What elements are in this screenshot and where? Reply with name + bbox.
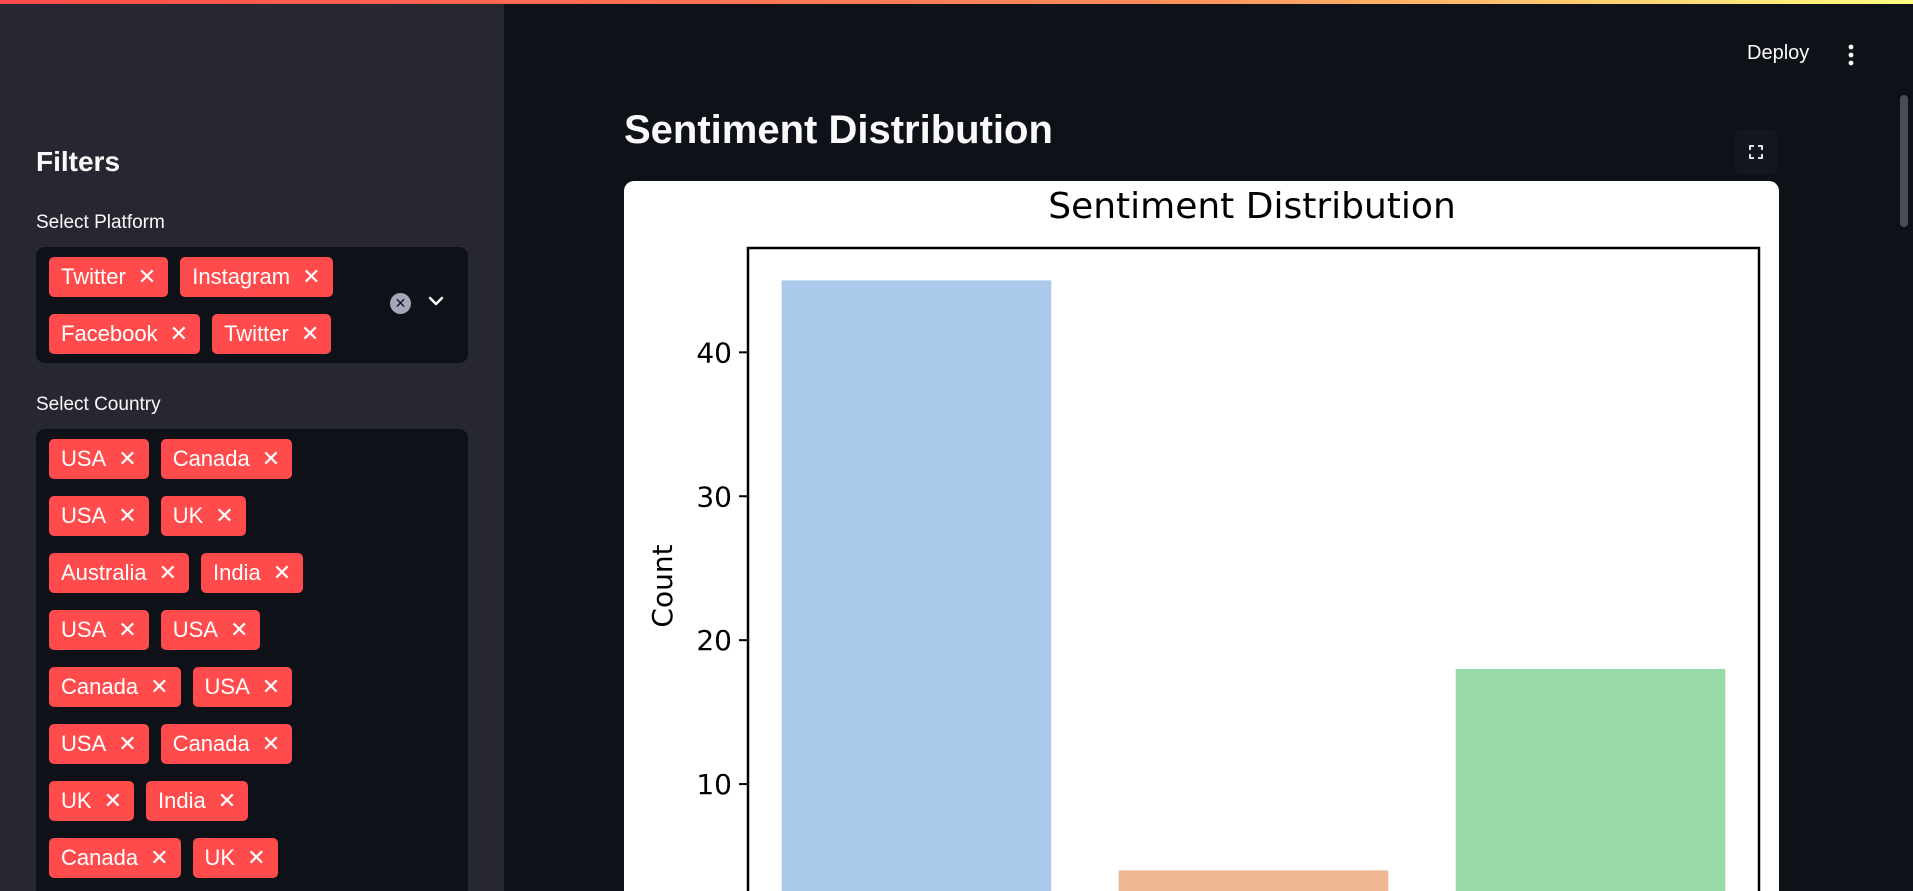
country-chip: USA ✕ — [192, 667, 293, 707]
expand-icon — [1749, 145, 1763, 159]
remove-chip-icon[interactable]: ✕ — [272, 560, 292, 585]
remove-chip-icon[interactable]: ✕ — [302, 264, 321, 289]
remove-chip-icon[interactable]: ✕ — [150, 845, 169, 870]
top-decoration-bar — [0, 0, 1913, 4]
country-chip: India ✕ — [146, 781, 249, 821]
remove-chip-icon[interactable]: ✕ — [169, 321, 189, 346]
remove-chip-icon[interactable]: ✕ — [215, 503, 234, 528]
remove-chip-icon[interactable]: ✕ — [103, 788, 122, 813]
country-chip-label: Canada — [172, 446, 250, 471]
bar-2 — [1455, 668, 1726, 891]
remove-chip-icon[interactable]: ✕ — [261, 446, 281, 471]
country-chip: USA ✕ — [49, 610, 149, 650]
platform-multiselect[interactable]: Twitter ✕ Instagram ✕ Facebook ✕ Twitter ✕ ✕ — [36, 247, 468, 363]
country-chip: UK ✕ — [49, 781, 134, 821]
country-chip: Canada ✕ — [49, 838, 181, 878]
country-chip-label: UK — [61, 788, 92, 813]
country-chip-label: India — [213, 560, 261, 585]
country-chip-label: USA — [61, 446, 107, 471]
chevron-down-icon[interactable] — [424, 289, 448, 313]
y-tick-label: 20 — [696, 624, 732, 657]
platform-chip-list: Twitter ✕ Instagram ✕ Facebook ✕ Twitter ✕ — [49, 257, 379, 354]
platform-chip-label: Twitter — [224, 321, 289, 346]
country-chip-label: India — [158, 788, 206, 813]
remove-chip-icon[interactable]: ✕ — [300, 321, 320, 346]
platform-label: Select Platform — [36, 212, 165, 233]
country-chip-label: USA — [61, 503, 107, 528]
platform-chip: Twitter ✕ — [212, 314, 332, 354]
bar-0 — [781, 280, 1052, 891]
more-vertical-icon[interactable] — [1840, 43, 1862, 67]
platform-chip-label: Instagram — [192, 264, 291, 289]
bar-1 — [1118, 870, 1389, 891]
page-title: Sentiment Distribution — [624, 108, 1053, 152]
remove-chip-icon[interactable]: ✕ — [118, 503, 137, 528]
country-chip-label: USA — [172, 617, 218, 642]
platform-chip: Facebook ✕ — [49, 314, 201, 354]
country-chip-label: Australia — [61, 560, 147, 585]
remove-chip-icon[interactable]: ✕ — [261, 674, 281, 699]
country-chip-label: Canada — [61, 845, 139, 870]
y-tick-label: 30 — [696, 480, 732, 513]
y-tick-label: 10 — [696, 768, 732, 801]
remove-chip-icon[interactable]: ✕ — [118, 446, 137, 471]
platform-chip: Twitter ✕ — [49, 257, 169, 297]
country-chip-label: USA — [61, 731, 107, 756]
country-chip: UK ✕ — [192, 838, 278, 878]
country-chip-label: UK — [172, 503, 204, 528]
country-chip-label: Canada — [61, 674, 139, 699]
remove-chip-icon[interactable]: ✕ — [118, 731, 137, 756]
remove-chip-icon[interactable]: ✕ — [118, 617, 137, 642]
country-chip: Canada ✕ — [160, 724, 293, 764]
y-tick-label: 40 — [696, 336, 732, 369]
remove-chip-icon[interactable]: ✕ — [158, 560, 178, 585]
remove-chip-icon[interactable]: ✕ — [229, 617, 249, 642]
country-chip: USA ✕ — [160, 610, 261, 650]
country-chip: Australia ✕ — [49, 553, 190, 593]
remove-chip-icon[interactable]: ✕ — [217, 788, 237, 813]
country-chip: UK ✕ — [160, 496, 246, 536]
plot-frame — [746, 246, 1761, 891]
fullscreen-button[interactable] — [1734, 130, 1778, 174]
scrollbar-thumb[interactable] — [1900, 95, 1908, 227]
chart-title: Sentiment Distribution — [1048, 186, 1456, 227]
country-chip-label: USA — [204, 674, 250, 699]
remove-chip-icon[interactable]: ✕ — [261, 731, 281, 756]
country-multiselect[interactable]: USA ✕ Canada ✕ USA ✕ UK ✕ Australia ✕ India ✕ USA ✕ US… — [36, 429, 468, 891]
country-chip-label: USA — [61, 617, 107, 642]
platform-chip-label: Twitter — [61, 264, 126, 289]
sidebar-title: Filters — [36, 146, 121, 177]
country-chip: Canada ✕ — [160, 439, 293, 479]
chart-y-axis-label: Count — [646, 544, 679, 627]
chart-card: Sentiment Distribution Count 10 20 30 40 — [624, 181, 1779, 891]
country-chip: India ✕ — [201, 553, 304, 593]
deploy-button[interactable]: Deploy — [1747, 42, 1810, 64]
platform-chip-label: Facebook — [61, 321, 158, 346]
platform-chip: Instagram ✕ — [180, 257, 333, 297]
country-chip: USA ✕ — [49, 496, 149, 536]
country-chip: Canada ✕ — [49, 667, 181, 707]
sentiment-bar-chart: Sentiment Distribution Count 10 20 30 40 — [646, 186, 1761, 891]
sidebar: Filters Select Platform Twitter ✕ Instagra… — [0, 0, 504, 891]
clear-all-icon[interactable]: ✕ — [390, 293, 411, 314]
remove-chip-icon[interactable]: ✕ — [137, 264, 157, 289]
country-chip-label: Canada — [172, 731, 250, 756]
country-chip: USA ✕ — [49, 724, 149, 764]
remove-chip-icon[interactable]: ✕ — [247, 845, 266, 870]
country-chip: USA ✕ — [49, 439, 149, 479]
country-chip-list: USA ✕ Canada ✕ USA ✕ UK ✕ Australia ✕ India ✕ USA ✕ US… — [49, 439, 379, 878]
country-label: Select Country — [36, 394, 161, 415]
country-chip-label: UK — [204, 845, 236, 870]
remove-chip-icon[interactable]: ✕ — [150, 674, 169, 699]
